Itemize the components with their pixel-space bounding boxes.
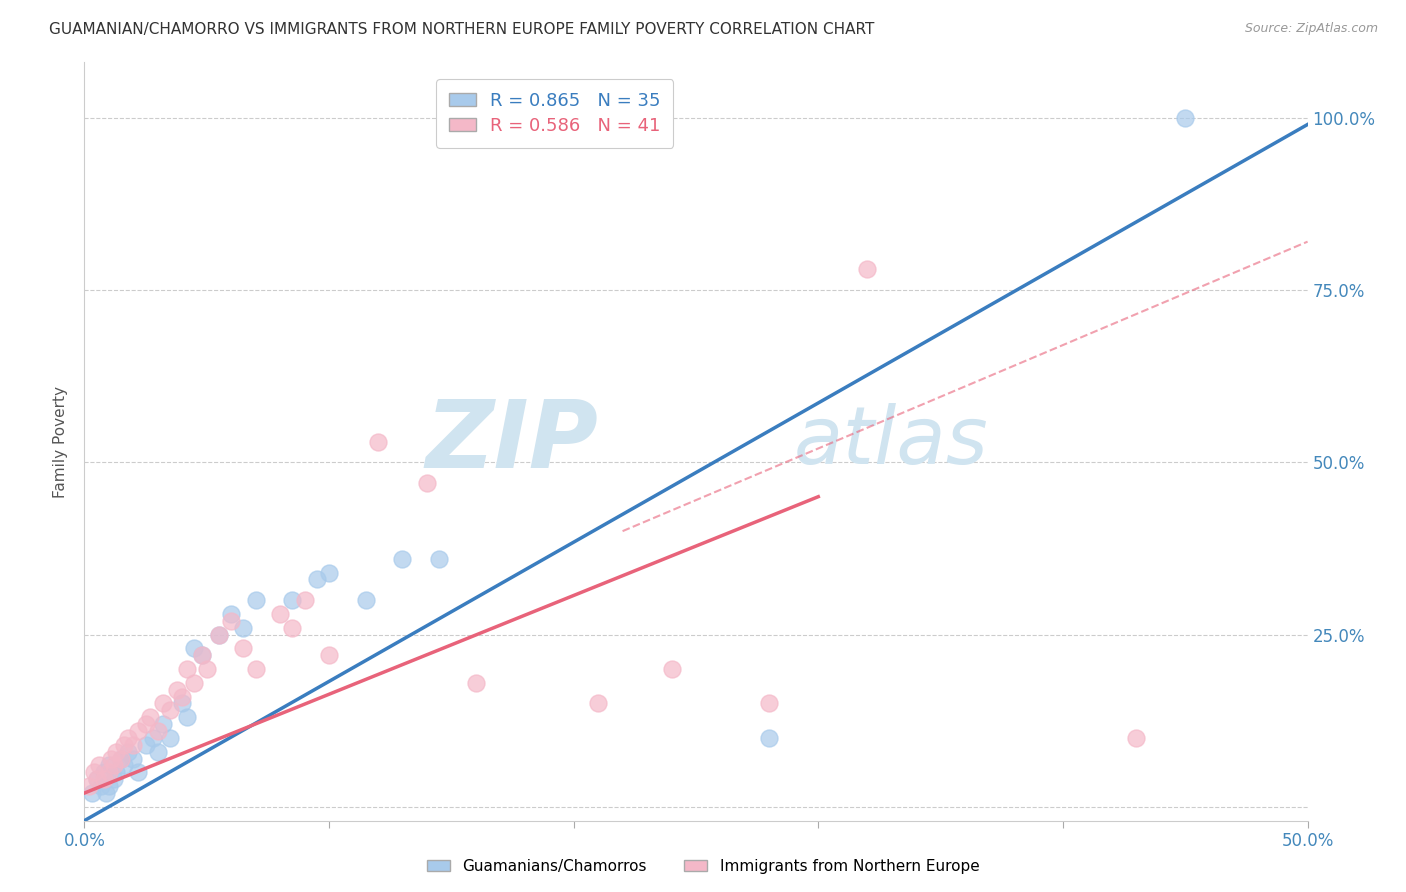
Point: [112, 758, 135, 772]
Point: [1125, 731, 1147, 745]
Point: [93, 765, 115, 780]
Point: [103, 758, 125, 772]
Point: [318, 566, 340, 580]
Point: [87, 758, 110, 772]
Point: [103, 772, 125, 787]
Point: [127, 724, 149, 739]
Point: [1174, 111, 1197, 125]
Point: [281, 593, 304, 607]
Point: [97, 765, 120, 780]
Point: [152, 697, 174, 711]
Point: [110, 751, 132, 765]
Point: [183, 675, 205, 690]
Point: [97, 779, 120, 793]
Point: [281, 621, 304, 635]
Point: [105, 765, 128, 780]
Point: [367, 434, 389, 449]
Point: [117, 731, 139, 745]
Point: [86, 772, 108, 787]
Point: [391, 551, 413, 566]
Point: [122, 751, 145, 765]
Point: [232, 641, 254, 656]
Point: [354, 593, 377, 607]
Point: [758, 731, 780, 745]
Point: [152, 717, 174, 731]
Point: [269, 607, 291, 621]
Point: [856, 262, 879, 277]
Text: Source: ZipAtlas.com: Source: ZipAtlas.com: [1244, 22, 1378, 36]
Point: [77, 779, 100, 793]
Point: [195, 662, 218, 676]
Point: [183, 641, 205, 656]
Point: [172, 690, 194, 704]
Point: [464, 675, 486, 690]
Point: [232, 621, 254, 635]
Point: [90, 779, 112, 793]
Point: [416, 475, 439, 490]
Text: atlas: atlas: [794, 402, 988, 481]
Point: [135, 738, 157, 752]
Point: [427, 551, 450, 566]
Point: [176, 662, 198, 676]
Point: [127, 765, 149, 780]
Point: [96, 786, 118, 800]
Point: [245, 662, 267, 676]
Y-axis label: Family Poverty: Family Poverty: [53, 385, 69, 498]
Point: [105, 745, 128, 759]
Point: [219, 607, 242, 621]
Point: [112, 738, 135, 752]
Point: [117, 745, 139, 759]
Point: [208, 627, 231, 641]
Point: [661, 662, 683, 676]
Point: [758, 697, 780, 711]
Point: [245, 593, 267, 607]
Text: ZIP: ZIP: [425, 395, 598, 488]
Point: [139, 710, 162, 724]
Point: [110, 751, 132, 765]
Point: [93, 772, 115, 787]
Point: [318, 648, 340, 663]
Point: [219, 614, 242, 628]
Point: [100, 751, 122, 765]
Point: [86, 772, 108, 787]
Point: [294, 593, 316, 607]
Point: [159, 731, 181, 745]
Point: [586, 697, 609, 711]
Point: [142, 731, 165, 745]
Point: [159, 703, 181, 717]
Legend: R = 0.865   N = 35, R = 0.586   N = 41: R = 0.865 N = 35, R = 0.586 N = 41: [436, 79, 673, 147]
Point: [191, 648, 214, 663]
Point: [146, 724, 169, 739]
Text: GUAMANIAN/CHAMORRO VS IMMIGRANTS FROM NORTHERN EUROPE FAMILY POVERTY CORRELATION: GUAMANIAN/CHAMORRO VS IMMIGRANTS FROM NO…: [49, 22, 875, 37]
Point: [176, 710, 198, 724]
Point: [146, 745, 169, 759]
Point: [166, 682, 188, 697]
Point: [97, 758, 120, 772]
Point: [305, 573, 328, 587]
Point: [208, 627, 231, 641]
Legend: Guamanians/Chamorros, Immigrants from Northern Europe: Guamanians/Chamorros, Immigrants from No…: [420, 853, 986, 880]
Point: [83, 765, 105, 780]
Point: [172, 697, 194, 711]
Point: [80, 786, 103, 800]
Point: [135, 717, 157, 731]
Point: [122, 738, 145, 752]
Point: [191, 648, 214, 663]
